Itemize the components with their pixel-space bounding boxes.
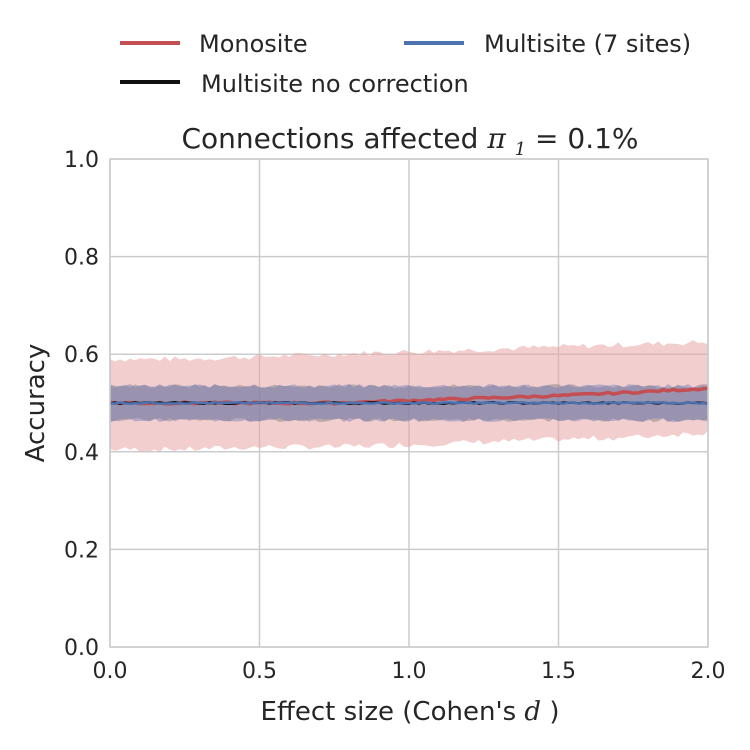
y-tick-label: 0.0 — [64, 636, 99, 661]
chart-title-symbol: π — [486, 122, 506, 155]
y-tick-label: 0.8 — [64, 246, 99, 271]
chart-title-equals: = — [535, 122, 558, 155]
chart-title-subscript: 1 — [515, 139, 526, 160]
x-tick-label: 1.5 — [541, 659, 576, 684]
legend: Monosite Multisite (7 sites) Multisite n… — [120, 30, 691, 98]
y-axis-ticks: 0.0 0.2 0.4 0.6 0.8 1.0 — [64, 148, 99, 661]
band-monosite — [110, 340, 708, 452]
x-axis-label-prefix: Effect size (Cohen's — [261, 697, 525, 727]
x-tick-label: 2.0 — [691, 659, 726, 684]
chart-title: Connections affected π 1 = 0.1% — [181, 122, 638, 162]
x-axis-label: Effect size (Cohen's d ) — [261, 697, 560, 727]
plot-area — [109, 158, 709, 648]
y-tick-label: 1.0 — [64, 148, 99, 173]
chart-title-value: 0.1% — [567, 122, 638, 155]
plot-frame — [109, 158, 709, 648]
x-axis-label-symbol: d — [524, 697, 541, 727]
legend-label-multisite: Multisite (7 sites) — [484, 30, 691, 58]
y-tick-label: 0.2 — [64, 538, 99, 563]
x-tick-label: 0.0 — [93, 659, 128, 684]
line-multisite — [109, 401, 709, 405]
y-axis-label: Accuracy — [21, 344, 51, 463]
legend-label-monosite: Monosite — [199, 30, 308, 58]
y-tick-label: 0.4 — [64, 441, 99, 466]
y-tick-label: 0.6 — [64, 343, 99, 368]
x-axis-ticks: 0.0 0.5 1.0 1.5 2.0 — [93, 659, 726, 684]
x-axis-label-suffix: ) — [549, 697, 559, 727]
chart-title-prefix: Connections affected — [181, 122, 487, 155]
x-tick-label: 0.5 — [242, 659, 277, 684]
series-lines — [109, 386, 709, 406]
x-tick-label: 1.0 — [392, 659, 427, 684]
legend-label-multisite-no-correction: Multisite no correction — [201, 70, 469, 98]
